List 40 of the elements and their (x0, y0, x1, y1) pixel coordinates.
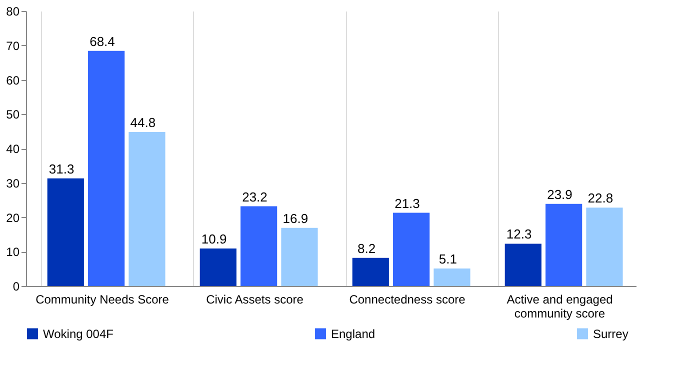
bar (393, 212, 430, 286)
data-label: 10.9 (201, 232, 227, 247)
y-tick-label: 40 (6, 142, 20, 156)
x-tick-label: Community Needs Score (36, 292, 170, 306)
data-label: 8.2 (358, 240, 376, 256)
data-label: 44.8 (130, 115, 156, 130)
legend-label: Woking 004F (43, 326, 114, 341)
y-tick-label: 60 (6, 73, 20, 88)
bar (47, 178, 84, 286)
x-tick-label: Active and engaged community score (506, 292, 613, 320)
data-label: 12.3 (506, 226, 532, 242)
data-label: 23.2 (242, 189, 268, 204)
y-tick-label: 20 (6, 210, 20, 225)
y-tick-label: 50 (6, 108, 20, 122)
legend-label: England (331, 326, 376, 341)
bar (586, 208, 623, 286)
x-tick-label: Connectedness score (349, 292, 466, 306)
x-tick-label: Civic Assets score (206, 292, 304, 306)
bar (128, 132, 166, 286)
data-label: 68.4 (90, 34, 115, 49)
bar (504, 244, 542, 286)
data-label: 21.3 (394, 196, 420, 211)
y-tick-label: 10 (6, 245, 20, 260)
data-label: 23.9 (547, 186, 572, 202)
data-label: 31.3 (48, 161, 74, 176)
bar (88, 50, 125, 286)
bar (434, 268, 470, 286)
y-tick-label: 80 (6, 4, 20, 18)
legend-label: Surrey (593, 326, 628, 341)
bar (352, 258, 389, 286)
bar (200, 248, 236, 286)
y-tick-label: 70 (6, 38, 20, 53)
data-label: 16.9 (282, 210, 308, 226)
bar (240, 206, 278, 286)
bar (281, 228, 318, 286)
y-tick-label: 0 (12, 280, 20, 294)
data-label: 22.8 (588, 190, 614, 206)
bar (546, 204, 582, 286)
y-tick-label: 30 (6, 176, 20, 190)
data-label: 5.1 (438, 251, 457, 266)
